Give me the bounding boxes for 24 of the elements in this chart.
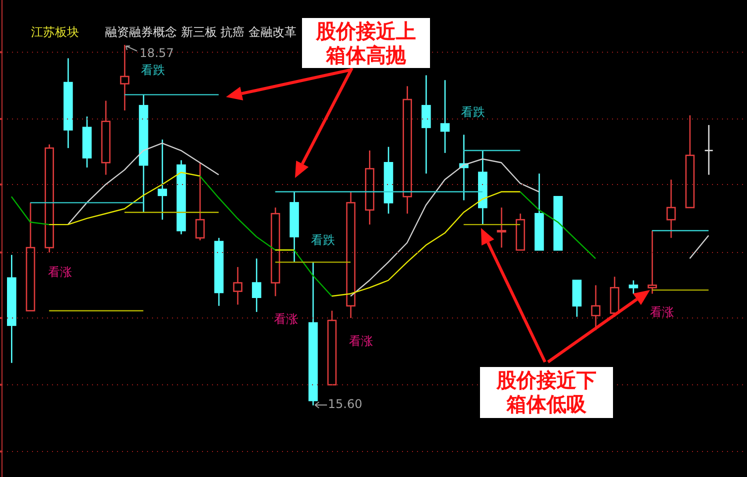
candlestick [233,266,242,306]
annotation: 股价接近上箱体高抛 [314,19,417,67]
annotation: 看涨 [650,304,674,321]
annotation: 看涨 [274,311,298,328]
candlestick [666,178,676,239]
candlestick [422,74,431,174]
annotation: 18.57 [139,46,174,60]
candlestick [158,138,168,220]
annotation: 15.60 [328,397,362,412]
candlestick [120,44,130,112]
annotation: 看跌 [141,62,165,79]
annotation: 看跌 [311,232,335,249]
annotation: 看涨 [48,264,72,281]
annotation: 看跌 [461,104,485,121]
candlestick [628,280,638,294]
candlestick [496,206,506,248]
candlestick [195,162,205,241]
annotation: 融资融券概念 新三板 抗癌 金融改革 [105,24,296,41]
candlestick [252,258,262,313]
annotation: 看涨 [349,333,373,350]
annotation: 江苏板块 [31,24,79,41]
candlestick [648,230,657,294]
annotation: 股价接近下箱体低吸 [495,368,598,416]
candlestick [440,79,450,154]
